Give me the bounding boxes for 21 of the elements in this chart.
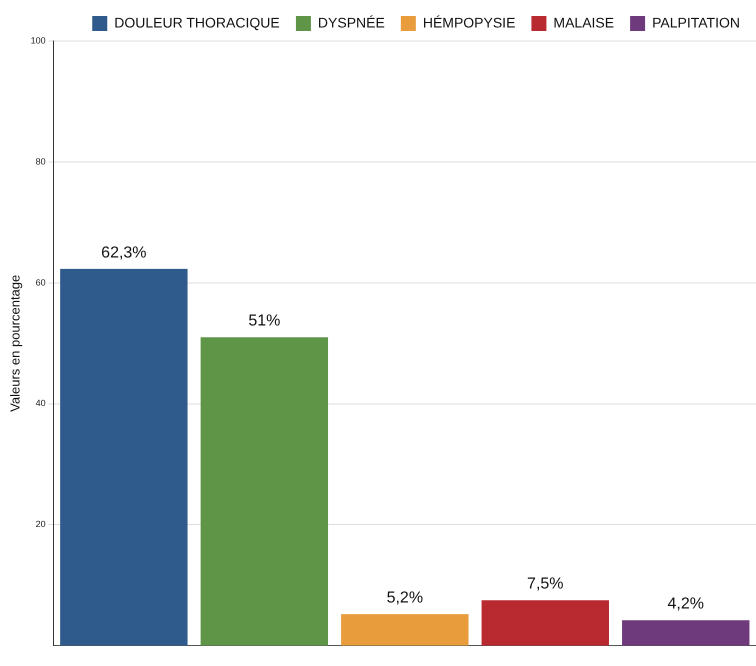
bar bbox=[482, 600, 609, 646]
bar bbox=[622, 620, 750, 646]
bar bbox=[60, 268, 188, 646]
y-axis-title: Valeurs en pourcentage bbox=[7, 274, 22, 412]
y-tick-label: 40 bbox=[36, 398, 46, 408]
legend-label: DYSPNÉE bbox=[318, 14, 385, 30]
legend-label: HÉMPOPYSIE bbox=[422, 14, 516, 30]
legend-label: DOULEUR THORACIQUE bbox=[114, 14, 280, 30]
data-label: 51% bbox=[248, 312, 280, 330]
legend-label: PALPITATION bbox=[652, 14, 740, 30]
y-tick-label: 100 bbox=[30, 35, 46, 46]
bar bbox=[341, 614, 469, 646]
bar bbox=[200, 337, 328, 646]
y-tick-label: 60 bbox=[36, 277, 46, 288]
legend-label: MALAISE bbox=[553, 14, 614, 30]
y-tick-label: 80 bbox=[36, 156, 46, 166]
y-tick-label: 20 bbox=[36, 519, 46, 530]
data-label: 5,2% bbox=[386, 590, 424, 607]
data-label: 7,5% bbox=[527, 576, 564, 593]
data-label: 4,2% bbox=[668, 596, 704, 613]
data-label: 62,3% bbox=[101, 244, 147, 262]
